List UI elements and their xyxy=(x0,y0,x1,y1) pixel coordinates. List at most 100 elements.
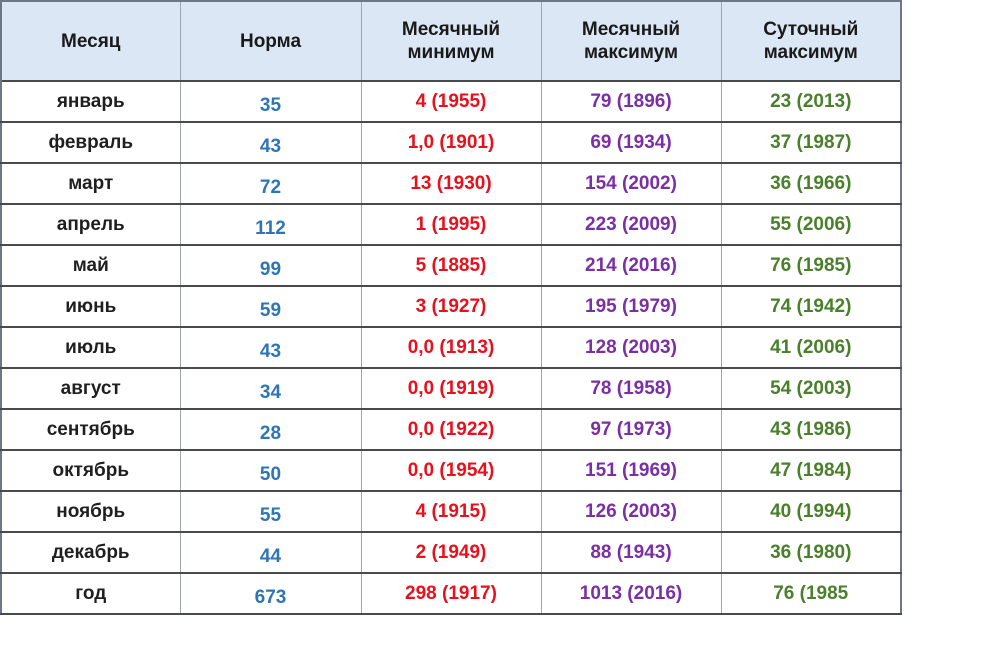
monthly-max-cell: 1013 (2016) xyxy=(540,572,722,615)
header-norm: Норма xyxy=(179,0,362,82)
daily-max-cell: 76 (1985) xyxy=(720,244,902,287)
monthly-max-cell-value: 151 (1969) xyxy=(585,459,677,481)
header-monthly-min: Месячный минимум xyxy=(360,0,542,82)
monthly-min-cell: 0,0 (1954) xyxy=(360,449,542,492)
month-cell: ноябрь xyxy=(0,490,181,533)
daily-max-cell-value: 74 (1942) xyxy=(770,295,852,317)
daily-max-cell-value: 47 (1984) xyxy=(770,459,852,481)
daily-max-cell-value: 37 (1987) xyxy=(770,131,852,153)
daily-max-cell: 43 (1986) xyxy=(720,408,902,451)
daily-max-cell: 47 (1984) xyxy=(720,449,902,492)
monthly-max-cell: 79 (1896) xyxy=(540,80,722,123)
monthly-min-cell-value: 0,0 (1919) xyxy=(407,377,495,399)
monthly-min-cell: 4 (1915) xyxy=(360,490,542,533)
monthly-max-cell-value: 223 (2009) xyxy=(585,213,677,235)
daily-max-cell-value: 41 (2006) xyxy=(770,336,852,358)
norm-cell-value: 673 xyxy=(254,586,287,608)
monthly-max-cell-value: 88 (1943) xyxy=(590,541,672,563)
norm-cell: 28 xyxy=(179,408,362,451)
monthly-max-cell: 154 (2002) xyxy=(540,162,722,205)
monthly-min-cell: 5 (1885) xyxy=(360,244,542,287)
daily-max-cell: 36 (1980) xyxy=(720,531,902,574)
month-cell: октябрь xyxy=(0,449,181,492)
header-monthly-max: Месячный максимум xyxy=(540,0,722,82)
month-cell: июль xyxy=(0,326,181,369)
monthly-max-cell: 223 (2009) xyxy=(540,203,722,246)
monthly-min-cell: 13 (1930) xyxy=(360,162,542,205)
month-cell-value: январь xyxy=(56,90,125,112)
norm-cell-value: 35 xyxy=(259,94,282,116)
monthly-max-cell: 78 (1958) xyxy=(540,367,722,410)
table-row: декабрь 44 2 (1949) 88 (1943) 36 (1980) xyxy=(0,531,902,574)
month-cell: август xyxy=(0,367,181,410)
monthly-max-cell: 69 (1934) xyxy=(540,121,722,164)
monthly-min-cell-value: 5 (1885) xyxy=(415,254,487,276)
table-header: Месяц Норма Месячный минимум Месячный максиму… xyxy=(0,0,902,82)
month-cell: январь xyxy=(0,80,181,123)
monthly-min-cell-value: 298 (1917) xyxy=(405,582,497,604)
monthly-min-cell-value: 3 (1927) xyxy=(415,295,487,317)
table-row: июль 43 0,0 (1913) 128 (2003) 41 (2006) xyxy=(0,326,902,369)
monthly-min-cell: 1,0 (1901) xyxy=(360,121,542,164)
daily-max-cell-value: 55 (2006) xyxy=(770,213,852,235)
monthly-max-cell-value: 195 (1979) xyxy=(585,295,677,317)
norm-cell-value: 50 xyxy=(259,463,282,485)
monthly-min-cell: 3 (1927) xyxy=(360,285,542,328)
norm-cell: 673 xyxy=(179,572,362,615)
monthly-min-cell-value: 0,0 (1913) xyxy=(407,336,495,358)
month-cell: март xyxy=(0,162,181,205)
norm-cell: 55 xyxy=(179,490,362,533)
monthly-max-cell-value: 154 (2002) xyxy=(585,172,677,194)
norm-cell: 99 xyxy=(179,244,362,287)
monthly-min-cell: 2 (1949) xyxy=(360,531,542,574)
monthly-min-cell-value: 1 (1995) xyxy=(415,213,487,235)
norm-cell-value: 28 xyxy=(259,422,282,444)
norm-cell-value: 112 xyxy=(255,217,286,239)
month-cell: декабрь xyxy=(0,531,181,574)
daily-max-cell-value: 54 (2003) xyxy=(770,377,852,399)
table-row: май 99 5 (1885) 214 (2016) 76 (1985) xyxy=(0,244,902,287)
monthly-min-cell: 0,0 (1913) xyxy=(360,326,542,369)
norm-cell-value: 34 xyxy=(259,381,282,403)
monthly-min-cell-value: 0,0 (1954) xyxy=(407,459,495,481)
header-norm-line: Норма xyxy=(239,30,302,52)
monthly-min-cell-value: 2 (1949) xyxy=(415,541,487,563)
table-row: апрель 112 1 (1995) 223 (2009) 55 (2006) xyxy=(0,203,902,246)
header-monthly-max-line: максимум xyxy=(583,42,679,63)
norm-cell: 44 xyxy=(179,531,362,574)
daily-max-cell: 23 (2013) xyxy=(720,80,902,123)
norm-cell: 43 xyxy=(179,121,362,164)
monthly-min-cell-value: 13 (1930) xyxy=(410,172,492,194)
monthly-max-cell: 97 (1973) xyxy=(540,408,722,451)
table-row: август 34 0,0 (1919) 78 (1958) 54 (2003) xyxy=(0,367,902,410)
month-cell: июнь xyxy=(0,285,181,328)
norm-cell: 50 xyxy=(179,449,362,492)
monthly-max-cell-value: 79 (1896) xyxy=(590,90,672,112)
monthly-max-cell: 88 (1943) xyxy=(540,531,722,574)
header-month: Месяц xyxy=(0,0,181,82)
header-monthly-min-line: Месячный xyxy=(401,19,501,40)
month-cell-value: июль xyxy=(65,336,117,358)
month-cell: год xyxy=(0,572,181,615)
table-row: январь 35 4 (1955) 79 (1896) 23 (2013) xyxy=(0,80,902,123)
precipitation-table: Месяц Норма Месячный минимум Месячный максиму… xyxy=(0,0,902,615)
daily-max-cell: 41 (2006) xyxy=(720,326,902,369)
monthly-max-cell-value: 1013 (2016) xyxy=(579,582,683,604)
month-cell-value: июнь xyxy=(65,295,117,317)
header-monthly-max-line: Месячный xyxy=(581,19,681,40)
norm-cell-value: 59 xyxy=(259,299,282,321)
month-cell-value: апрель xyxy=(56,213,125,235)
monthly-max-cell-value: 69 (1934) xyxy=(590,131,672,153)
monthly-min-cell-value: 4 (1915) xyxy=(415,500,487,522)
table-row: год 673 298 (1917) 1013 (2016) 76 (1985 xyxy=(0,572,902,615)
monthly-max-cell: 128 (2003) xyxy=(540,326,722,369)
monthly-min-cell: 0,0 (1919) xyxy=(360,367,542,410)
daily-max-cell: 54 (2003) xyxy=(720,367,902,410)
daily-max-cell: 37 (1987) xyxy=(720,121,902,164)
norm-cell: 112 xyxy=(179,203,362,246)
monthly-min-cell: 0,0 (1922) xyxy=(360,408,542,451)
month-cell-value: октябрь xyxy=(52,459,130,481)
month-cell-value: август xyxy=(60,377,121,399)
monthly-min-cell: 298 (1917) xyxy=(360,572,542,615)
table-row: ноябрь 55 4 (1915) 126 (2003) 40 (1994) xyxy=(0,490,902,533)
